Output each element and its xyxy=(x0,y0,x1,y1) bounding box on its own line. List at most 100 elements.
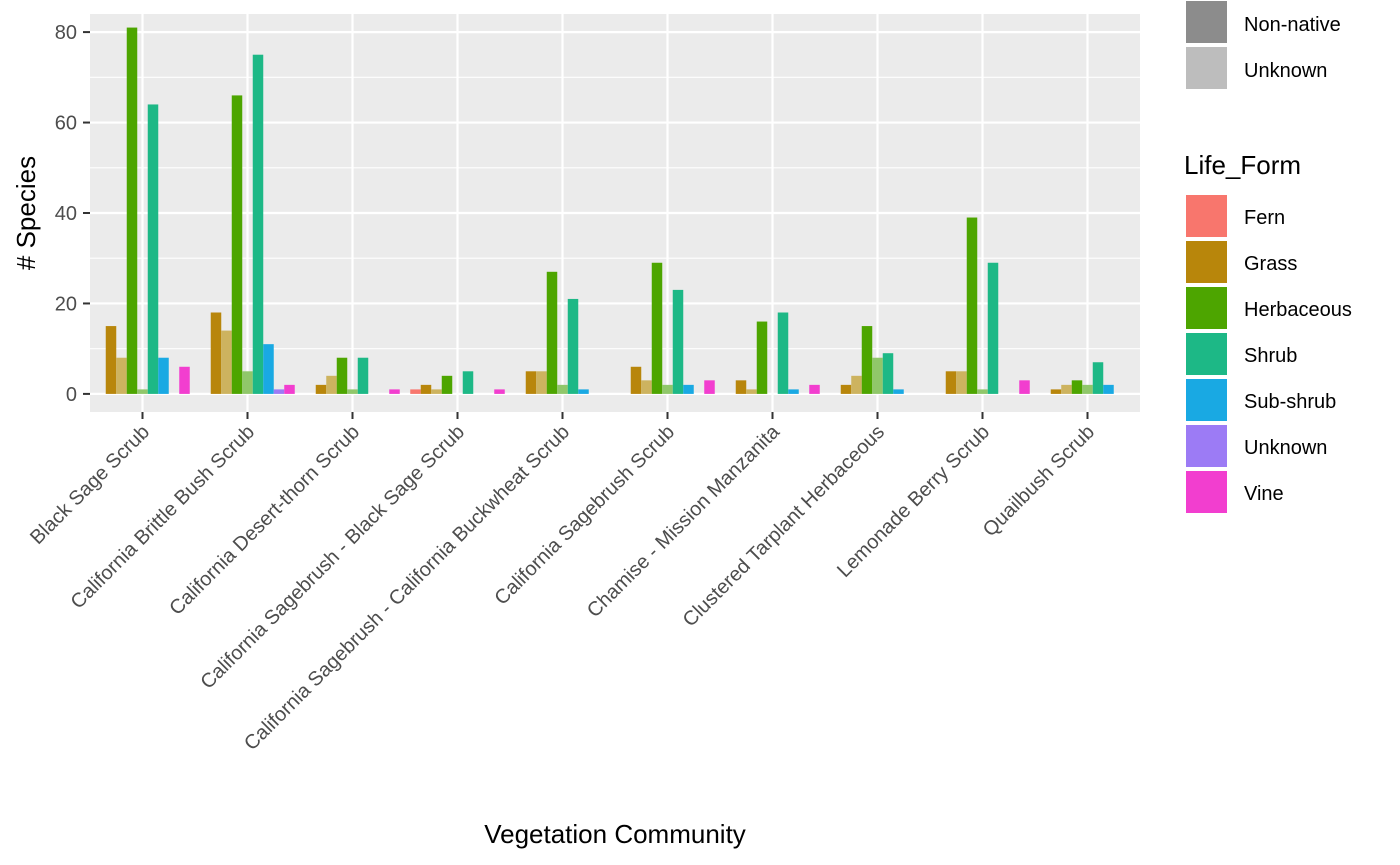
x-tick-label: California Desert-thorn Scrub xyxy=(165,421,364,620)
bar xyxy=(242,371,253,394)
bar xyxy=(1082,384,1093,394)
bar xyxy=(893,389,904,394)
bar xyxy=(683,384,694,394)
legend-life-form-title: Life_Form xyxy=(1184,150,1301,180)
legend-life-form-key xyxy=(1184,423,1229,469)
x-tick-label: Quailbush Scrub xyxy=(979,421,1099,541)
bar xyxy=(126,27,138,394)
bar xyxy=(221,330,232,394)
legend-life-form-key xyxy=(1184,469,1229,515)
bar xyxy=(788,389,799,394)
bar xyxy=(1103,384,1114,394)
legend-life-form-key xyxy=(1184,331,1229,377)
legend-life-form-label: Sub-shrub xyxy=(1244,391,1336,413)
major-gridlines xyxy=(90,14,1140,412)
bar xyxy=(662,384,673,394)
bars xyxy=(105,27,1114,394)
legend-life-form-label: Herbaceous xyxy=(1244,299,1352,321)
legend-life-form-label: Shrub xyxy=(1244,345,1297,367)
bar xyxy=(851,375,862,394)
bar xyxy=(158,357,169,394)
bar xyxy=(263,344,274,394)
legend-status-label: Unknown xyxy=(1244,60,1327,82)
bar xyxy=(956,371,967,394)
legend-status-key xyxy=(1184,45,1229,91)
x-tick-label: Clustered Tarplant Herbaceous xyxy=(679,421,889,631)
legend-life-form-label: Fern xyxy=(1244,207,1285,229)
bar xyxy=(977,389,988,394)
bar xyxy=(431,389,442,394)
bar xyxy=(357,357,369,394)
y-tick-label: 0 xyxy=(66,384,77,406)
bar xyxy=(641,380,652,394)
bar xyxy=(1092,362,1104,394)
bar xyxy=(284,384,295,394)
legend-status: Non-native Unknown xyxy=(1184,0,1341,91)
legend-status-label: Non-native xyxy=(1244,14,1341,36)
bar xyxy=(410,389,421,394)
y-axis: 0 20 40 60 80 xyxy=(55,22,90,406)
bar xyxy=(882,353,894,394)
bar xyxy=(525,371,537,394)
bar xyxy=(861,326,873,394)
bar xyxy=(147,104,159,394)
bar xyxy=(1050,389,1062,394)
bar xyxy=(494,389,505,394)
bar xyxy=(137,389,148,394)
bar xyxy=(210,312,222,394)
legend-life-form-label: Vine xyxy=(1244,483,1284,505)
bar xyxy=(347,389,358,394)
bar xyxy=(336,357,348,394)
bar xyxy=(945,371,957,394)
bar xyxy=(536,371,547,394)
bar xyxy=(179,366,190,394)
bar xyxy=(651,262,663,394)
bar xyxy=(966,217,978,394)
bar xyxy=(462,371,474,394)
legend-life-form-key xyxy=(1184,193,1229,239)
legend-life-form-key xyxy=(1184,377,1229,423)
bar xyxy=(1071,380,1083,394)
y-tick-label: 20 xyxy=(55,293,77,315)
legend-life-form-label: Unknown xyxy=(1244,437,1327,459)
x-tick-label: Chamise - Mission Manzanita xyxy=(583,420,785,622)
bar xyxy=(735,380,747,394)
bar xyxy=(1019,380,1030,394)
bar xyxy=(546,271,558,394)
y-tick-label: 80 xyxy=(55,22,77,44)
bar xyxy=(777,312,789,394)
bar xyxy=(672,289,684,394)
bar xyxy=(441,375,453,394)
bar xyxy=(105,326,117,394)
bar xyxy=(578,389,589,394)
bar xyxy=(756,321,768,394)
legend-life-form-label: Grass xyxy=(1244,253,1297,275)
bar xyxy=(872,357,883,394)
bar xyxy=(557,384,568,394)
legend-life-form-key xyxy=(1184,239,1229,285)
bar xyxy=(840,384,852,394)
bar xyxy=(252,54,264,394)
legend-life-form-key xyxy=(1184,285,1229,331)
bar xyxy=(630,366,642,394)
y-axis-title: # Species xyxy=(11,156,41,270)
x-axis-title: Vegetation Community xyxy=(484,819,746,849)
y-tick-label: 40 xyxy=(55,203,77,225)
bar xyxy=(273,389,285,394)
bar xyxy=(704,380,715,394)
bar xyxy=(326,375,337,394)
bar xyxy=(746,389,757,394)
x-tick-label: California Sagebrush Scrub xyxy=(491,421,680,610)
bar xyxy=(389,389,400,394)
bar xyxy=(231,95,243,394)
legend-status-key xyxy=(1184,0,1229,45)
y-tick-label: 60 xyxy=(55,113,77,135)
bar xyxy=(1061,384,1072,394)
bar xyxy=(809,384,820,394)
x-tick-label: California Brittle Bush Scrub xyxy=(67,421,259,613)
bar xyxy=(987,262,999,394)
bar xyxy=(567,298,579,394)
bar xyxy=(315,384,327,394)
